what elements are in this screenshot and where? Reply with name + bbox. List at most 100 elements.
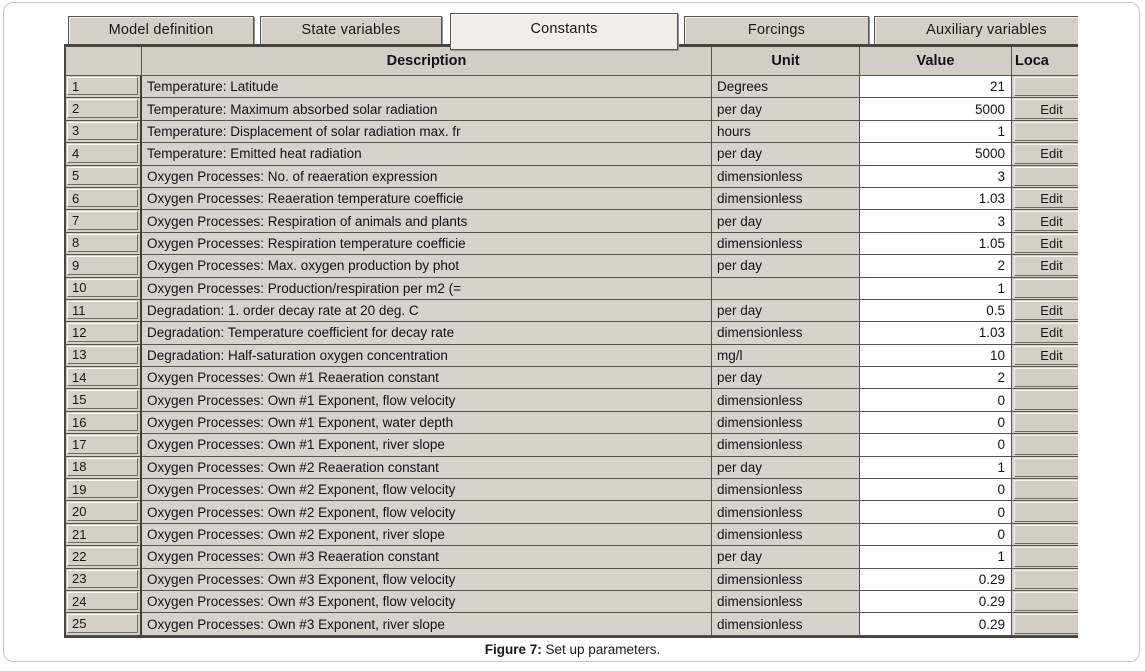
tab-forcings[interactable]: Forcings (684, 16, 869, 45)
row-number-button[interactable]: 2 (67, 99, 138, 118)
row-number-button[interactable]: 19 (67, 480, 138, 499)
edit-button[interactable]: Edit (1014, 144, 1078, 164)
unit-cell: dimensionless (712, 165, 860, 188)
row-number-button[interactable]: 18 (67, 457, 138, 477)
row-number-cell: 12 (66, 322, 142, 345)
value-cell[interactable]: 0 (860, 523, 1012, 547)
row-number-button[interactable]: 8 (67, 233, 138, 253)
blank-button (1014, 591, 1078, 612)
row-number-button[interactable]: 21 (67, 524, 138, 544)
row-number-cell: 25 (66, 613, 142, 636)
value-cell[interactable]: 1 (860, 277, 1012, 300)
blank-button (1014, 412, 1078, 433)
row-number-button[interactable]: 20 (67, 502, 138, 521)
location-cell: Edit (1012, 322, 1078, 345)
location-cell (1012, 479, 1078, 502)
value-cell[interactable]: 21 (860, 76, 1012, 99)
description-cell: Oxygen Processes: Max. oxygen production… (142, 255, 712, 278)
description-cell: Temperature: Displacement of solar radia… (142, 120, 712, 144)
row-number-button[interactable]: 1 (67, 77, 138, 96)
edit-button[interactable]: Edit (1014, 211, 1078, 231)
row-number-button[interactable]: 16 (67, 412, 138, 432)
row-number-button[interactable]: 15 (67, 390, 138, 409)
row-number-button[interactable]: 3 (67, 121, 138, 141)
blank-button (1014, 435, 1078, 455)
description-cell: Oxygen Processes: Own #2 Exponent, flow … (142, 479, 712, 502)
blank-button (1014, 390, 1078, 410)
blank-button (1014, 547, 1078, 567)
header-location: Loca (1012, 47, 1078, 76)
row-number-button[interactable]: 11 (67, 300, 138, 320)
location-cell: Edit (1012, 187, 1078, 211)
unit-cell: dimensionless (712, 613, 860, 636)
value-cell[interactable]: 1 (860, 546, 1012, 569)
value-cell[interactable]: 0.29 (860, 568, 1012, 591)
tab-model-definition[interactable]: Model definition (68, 16, 254, 45)
value-cell[interactable]: 0 (860, 389, 1012, 412)
edit-button[interactable]: Edit (1014, 188, 1078, 209)
row-number-button[interactable]: 14 (67, 368, 138, 387)
row-number-button[interactable]: 17 (67, 435, 138, 454)
row-number-button[interactable]: 6 (67, 188, 138, 208)
row-number-button[interactable]: 9 (67, 256, 138, 275)
description-cell: Oxygen Processes: Reaeration temperature… (142, 187, 712, 211)
location-cell (1012, 456, 1078, 480)
row-number-button[interactable]: 25 (67, 614, 138, 633)
value-cell[interactable]: 1 (860, 456, 1012, 480)
description-cell: Oxygen Processes: Own #1 Exponent, water… (142, 411, 712, 435)
value-cell[interactable]: 0.29 (860, 613, 1012, 636)
edit-button[interactable]: Edit (1014, 99, 1078, 119)
description-cell: Oxygen Processes: Production/respiration… (142, 277, 712, 300)
edit-button[interactable]: Edit (1014, 233, 1078, 254)
value-cell[interactable]: 3 (860, 210, 1012, 233)
unit-cell: hours (712, 120, 860, 144)
blank-button (1014, 278, 1078, 298)
value-cell[interactable]: 1.05 (860, 232, 1012, 256)
value-cell[interactable]: 1.03 (860, 187, 1012, 211)
value-cell[interactable]: 5000 (860, 143, 1012, 166)
row-number-button[interactable]: 24 (67, 591, 138, 611)
blank-button (1014, 569, 1078, 589)
unit-cell: dimensionless (712, 479, 860, 502)
value-cell[interactable]: 2 (860, 255, 1012, 278)
tab-state-variables[interactable]: State variables (260, 16, 442, 45)
header-description: Description (142, 47, 712, 76)
value-cell[interactable]: 2 (860, 367, 1012, 390)
unit-cell: per day (712, 143, 860, 166)
row-number-button[interactable]: 10 (67, 278, 138, 297)
row-number-button[interactable]: 13 (67, 345, 138, 365)
edit-button[interactable]: Edit (1014, 345, 1078, 366)
value-cell[interactable]: 0 (860, 434, 1012, 457)
edit-button[interactable]: Edit (1014, 323, 1078, 343)
value-cell[interactable]: 0.29 (860, 590, 1012, 614)
row-number-button[interactable]: 7 (67, 211, 138, 230)
value-cell[interactable]: 1.03 (860, 322, 1012, 345)
header-unit: Unit (712, 47, 860, 76)
tab-constants[interactable]: Constants (450, 13, 678, 50)
value-cell[interactable]: 10 (860, 344, 1012, 368)
row-number-button[interactable]: 22 (67, 547, 138, 566)
row-number-button[interactable]: 4 (67, 144, 138, 163)
tab-auxiliary-variables[interactable]: Auxiliary variables (874, 16, 1078, 45)
edit-button[interactable]: Edit (1014, 256, 1078, 276)
row-number-cell: 16 (66, 411, 142, 435)
row-number-button[interactable]: 12 (67, 323, 138, 342)
edit-button[interactable]: Edit (1014, 300, 1078, 321)
value-cell[interactable]: 0.5 (860, 299, 1012, 323)
row-number-button[interactable]: 5 (67, 166, 138, 185)
value-cell[interactable]: 1 (860, 120, 1012, 144)
application-screenshot: Model definition State variables Constan… (62, 8, 1078, 640)
value-cell[interactable]: 5000 (860, 98, 1012, 121)
figure-caption-label: Figure 7: (484, 642, 542, 657)
blank-button (1014, 480, 1078, 500)
row-number-cell: 9 (66, 255, 142, 278)
blank-button (1014, 524, 1078, 545)
unit-cell (712, 277, 860, 300)
row-number-button[interactable]: 23 (67, 569, 138, 588)
location-cell (1012, 546, 1078, 569)
value-cell[interactable]: 0 (860, 501, 1012, 524)
value-cell[interactable]: 0 (860, 411, 1012, 435)
row-number-cell: 18 (66, 456, 142, 480)
value-cell[interactable]: 3 (860, 165, 1012, 188)
value-cell[interactable]: 0 (860, 479, 1012, 502)
